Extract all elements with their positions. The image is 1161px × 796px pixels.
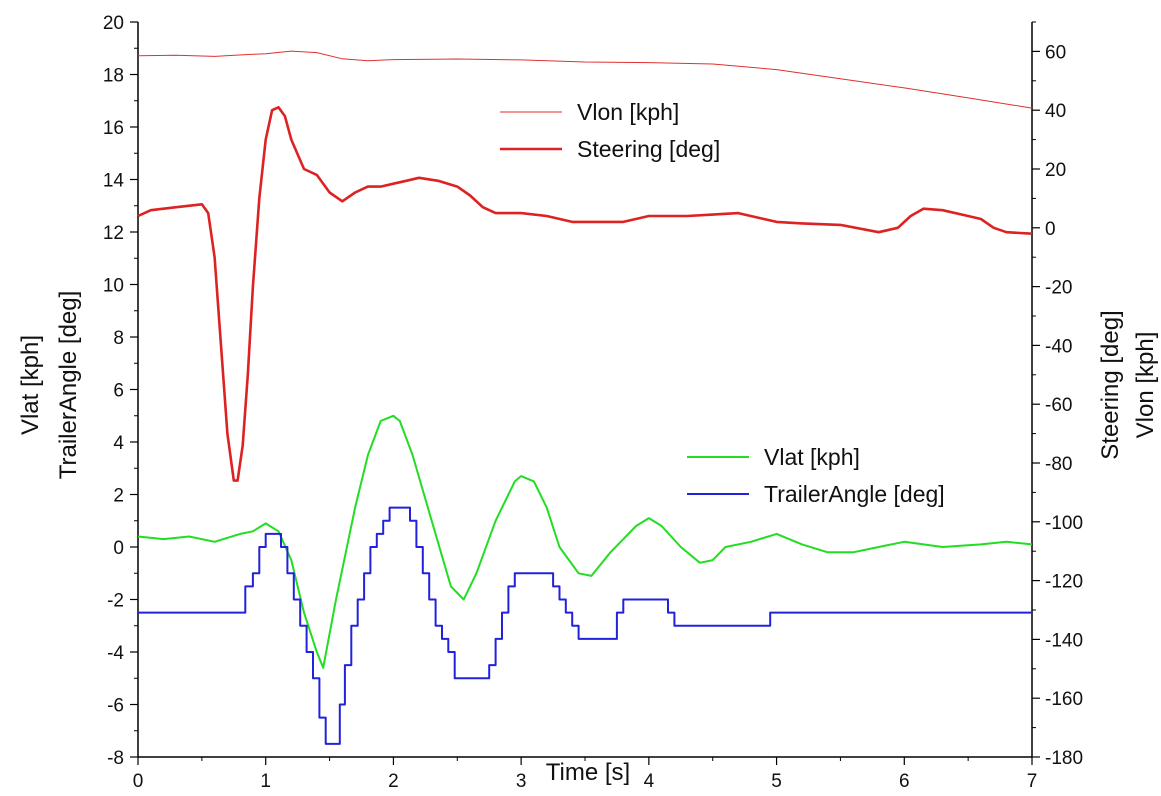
y-left-tick-label: 6 [113, 381, 124, 402]
y-right-tick-label: -20 [1045, 278, 1072, 299]
y-left-tick-label: -4 [107, 643, 124, 664]
y-left-axis-label-1: Vlat [kph] [17, 335, 44, 435]
legend-label: Steering [deg] [577, 136, 720, 162]
y-right-tick-label: 60 [1045, 42, 1066, 63]
y-right-axis-label-2: Vlon [kph] [1132, 332, 1159, 439]
x-tick-label: 0 [133, 771, 144, 792]
x-tick-label: 2 [388, 771, 399, 792]
legend-label: TrailerAngle [deg] [764, 481, 945, 507]
y-left-tick-label: 12 [103, 223, 124, 244]
y-right-tick-label: -100 [1045, 513, 1083, 534]
y-left-tick-label: 4 [113, 433, 124, 454]
y-left-tick-label: 0 [113, 538, 124, 559]
x-tick-label: 4 [644, 771, 655, 792]
y-right-tick-label: -40 [1045, 336, 1072, 357]
legend-label: Vlon [kph] [577, 99, 679, 125]
y-left-tick-label: 2 [113, 486, 124, 507]
y-left-tick-label: -2 [107, 591, 124, 612]
y-left-tick-label: -6 [107, 696, 124, 717]
legend-label: Vlat [kph] [764, 444, 860, 470]
y-right-tick-label: -120 [1045, 572, 1083, 593]
y-left-tick-label: 14 [103, 171, 125, 192]
x-tick-label: 1 [260, 771, 271, 792]
y-right-tick-label: -80 [1045, 454, 1072, 475]
x-axis-label: Time [s] [546, 759, 630, 786]
y-right-tick-label: -160 [1045, 689, 1083, 710]
y-left-axis-label-2: TrailerAngle [deg] [55, 291, 82, 480]
y-right-axis-label-1: Steering [deg] [1097, 310, 1124, 459]
y-right-tick-label: 0 [1045, 219, 1056, 240]
x-tick-label: 6 [899, 771, 910, 792]
series-line-steering-deg [137, 106, 1033, 482]
y-left-tick-label: 8 [113, 328, 124, 349]
series-line-vlon-kph [137, 50, 1033, 109]
x-tick-label: 5 [771, 771, 782, 792]
y-right-tick-label: 40 [1045, 101, 1066, 122]
y-left-tick-label: -8 [107, 748, 124, 769]
x-tick-label: 7 [1027, 771, 1038, 792]
series-line-trailerangle-deg [138, 506, 1032, 745]
series-layer [137, 50, 1033, 745]
series-line-vlat-kph [137, 414, 1033, 669]
y-right-tick-label: -140 [1045, 630, 1083, 651]
x-tick-label: 3 [516, 771, 527, 792]
y-left-tick-label: 20 [103, 13, 124, 34]
y-right-tick-label: -60 [1045, 395, 1072, 416]
y-right-tick-label: 20 [1045, 160, 1066, 181]
legends: Vlon [kph] Steering [deg] Vlat [kph] Traile… [500, 99, 945, 507]
y-left-tick-label: 10 [103, 276, 124, 297]
y-left-tick-label: 18 [103, 66, 124, 87]
y-left-tick-label: 16 [103, 118, 124, 139]
y-right-tick-label: -180 [1045, 748, 1083, 769]
axes: 0 1 2 3 4 5 6 7-8-6-4-202468101214161820-180-16… [103, 13, 1083, 792]
